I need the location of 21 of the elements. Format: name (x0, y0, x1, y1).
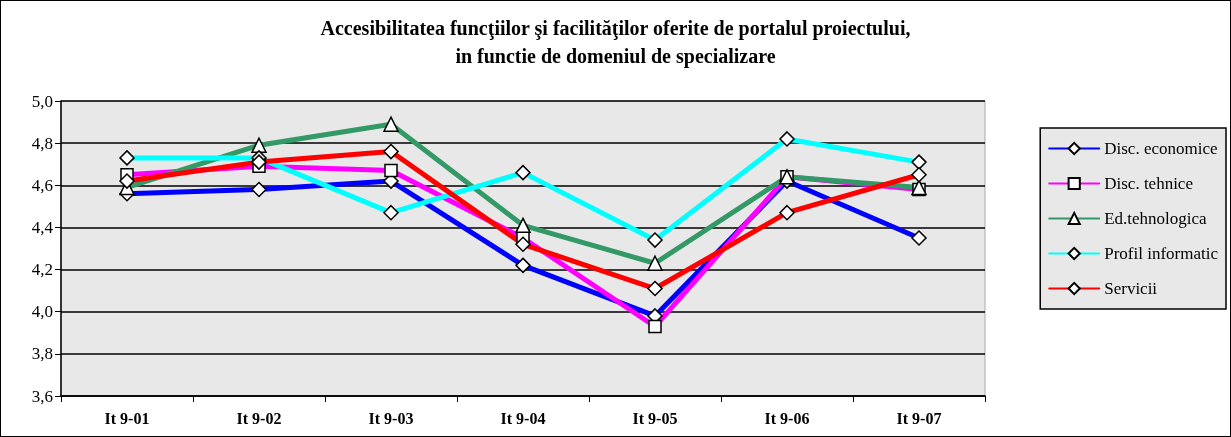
y-tick-label: 4,8 (31, 133, 53, 153)
x-tick-label: It 9-06 (764, 409, 810, 427)
legend-label: Profil informatic (1104, 244, 1219, 263)
x-tick-label: It 9-05 (632, 409, 678, 427)
y-tick-label: 4,6 (31, 175, 53, 195)
y-tick-label: 4,2 (31, 260, 53, 280)
legend-label: Ed.tehnologica (1104, 209, 1208, 228)
y-tick-label: 5,0 (31, 91, 53, 111)
legend-label: Servicii (1104, 279, 1158, 298)
x-tick-label: It 9-01 (104, 409, 150, 427)
x-tick-label: It 9-07 (896, 409, 942, 427)
chart-title: Accesibilitatea funcţiilor şi facilităţilor oferite de portalul proiectului, in functie de domeniul de specializare (320, 17, 911, 68)
y-tick-label: 4,0 (31, 302, 53, 322)
legend-label: Disc. tehnice (1104, 174, 1193, 193)
y-tick-label: 3,6 (31, 386, 53, 406)
x-tick-label: It 9-04 (500, 409, 546, 427)
y-tick-label: 4,4 (31, 217, 54, 237)
y-tick-label: 3,8 (31, 344, 53, 364)
x-tick-label: It 9-02 (236, 409, 282, 427)
x-tick-label: It 9-03 (368, 409, 414, 427)
legend-label: Disc. economice (1104, 139, 1218, 158)
